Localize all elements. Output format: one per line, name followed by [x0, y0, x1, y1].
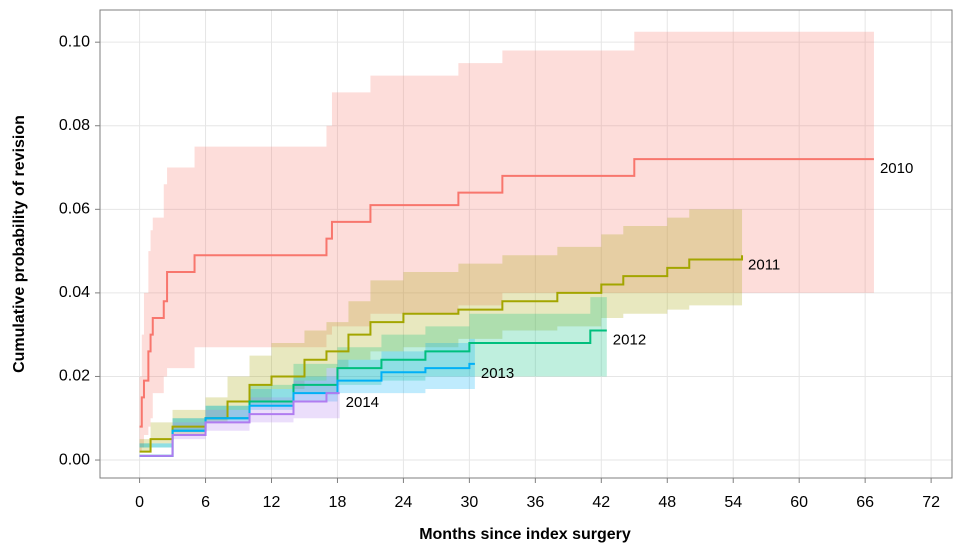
- x-tick-label: 48: [658, 494, 676, 511]
- x-axis-title: Months since index surgery: [419, 526, 631, 543]
- x-tick-label: 54: [724, 494, 742, 511]
- y-axis-title: Cumulative probability of revision: [11, 115, 28, 373]
- y-tick-label: 0.04: [59, 284, 90, 301]
- x-tick-label: 6: [201, 494, 210, 511]
- series-label: 2011: [748, 256, 780, 273]
- y-tick-label: 0.10: [59, 33, 90, 50]
- x-tick-label: 18: [329, 494, 347, 511]
- x-tick-label: 72: [922, 494, 940, 511]
- y-tick-label: 0.00: [59, 451, 90, 468]
- x-tick-label: 66: [856, 494, 874, 511]
- step-line: [139, 158, 874, 428]
- confidence-band: [139, 338, 475, 461]
- series-label: 2012: [613, 331, 646, 348]
- x-tick-label: 60: [790, 494, 808, 511]
- x-tick-label: 12: [263, 494, 281, 511]
- x-tick-label: 36: [526, 494, 544, 511]
- confidence-band: [139, 31, 874, 456]
- x-tick-label: 42: [592, 494, 610, 511]
- series-label: 2010: [880, 160, 913, 177]
- y-tick-label: 0.08: [59, 117, 90, 134]
- x-tick-label: 24: [395, 494, 413, 511]
- y-tick-label: 0.06: [59, 201, 90, 218]
- plot-frame: [99, 9, 953, 479]
- confidence-band: [139, 297, 607, 461]
- step-line: [139, 392, 340, 457]
- series-label: 2013: [481, 365, 514, 382]
- confidence-band: [139, 368, 340, 461]
- x-tick-label: 30: [460, 494, 478, 511]
- confidence-band: [139, 205, 743, 461]
- series-label: 2014: [346, 394, 379, 411]
- step-line: [139, 362, 475, 457]
- x-tick-label: 0: [135, 494, 144, 511]
- y-tick-label: 0.02: [59, 368, 90, 385]
